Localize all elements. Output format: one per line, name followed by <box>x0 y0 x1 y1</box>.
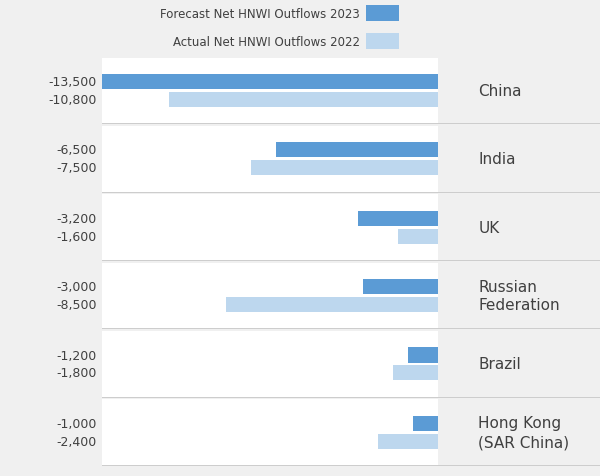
Text: -3,200: -3,200 <box>56 212 97 225</box>
Text: -1,600: -1,600 <box>56 230 97 243</box>
FancyBboxPatch shape <box>102 263 438 328</box>
Text: -2,400: -2,400 <box>56 435 97 448</box>
FancyBboxPatch shape <box>102 195 438 260</box>
Bar <box>358 211 438 226</box>
FancyBboxPatch shape <box>102 59 438 124</box>
Text: Hong Kong
(SAR China): Hong Kong (SAR China) <box>479 416 569 449</box>
FancyBboxPatch shape <box>366 34 399 50</box>
Text: -1,800: -1,800 <box>56 367 97 379</box>
Text: -8,500: -8,500 <box>56 298 97 311</box>
Text: Brazil: Brazil <box>479 357 521 372</box>
Bar <box>251 161 438 176</box>
Text: -13,500: -13,500 <box>49 76 97 89</box>
Bar <box>393 366 438 380</box>
FancyBboxPatch shape <box>366 6 399 22</box>
FancyBboxPatch shape <box>102 127 438 192</box>
Bar <box>226 298 438 312</box>
Text: -1,000: -1,000 <box>56 417 97 430</box>
Bar <box>413 416 438 431</box>
FancyBboxPatch shape <box>102 400 438 465</box>
Bar <box>169 93 438 108</box>
Bar <box>364 279 438 295</box>
Text: -10,800: -10,800 <box>49 94 97 107</box>
Text: China: China <box>479 84 522 99</box>
Bar <box>276 143 438 158</box>
Text: UK: UK <box>479 220 500 235</box>
Bar <box>398 229 438 244</box>
Bar <box>408 348 438 363</box>
Text: India: India <box>479 152 516 167</box>
Text: -1,200: -1,200 <box>56 349 97 362</box>
Text: Forecast Net HNWI Outflows 2023: Forecast Net HNWI Outflows 2023 <box>160 8 360 21</box>
FancyBboxPatch shape <box>102 331 438 397</box>
Bar <box>378 434 438 449</box>
Text: Actual Net HNWI Outflows 2022: Actual Net HNWI Outflows 2022 <box>173 36 360 50</box>
Text: -3,000: -3,000 <box>56 280 97 294</box>
Text: Russian
Federation: Russian Federation <box>479 279 560 313</box>
Bar <box>102 75 438 90</box>
Text: -7,500: -7,500 <box>56 162 97 175</box>
Text: -6,500: -6,500 <box>56 144 97 157</box>
